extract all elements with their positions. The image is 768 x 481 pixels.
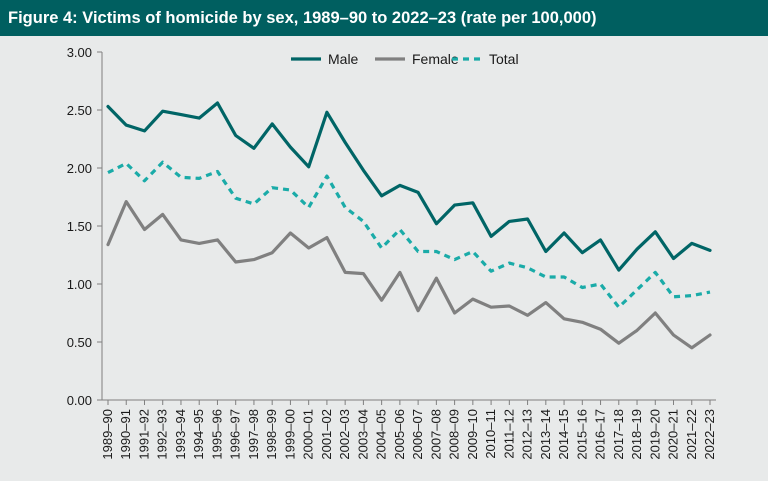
x-tick-label: 2016–17 (593, 409, 608, 460)
chart-area: 0.00 0.50 1.00 1.50 2.00 2.50 3.00 1989–90 1990–… (0, 36, 768, 481)
x-tick-label: 2022–23 (702, 409, 717, 460)
x-tick-label: 2008–09 (447, 409, 462, 460)
x-tick-label: 1999–00 (282, 409, 297, 460)
chart-title: Figure 4: Victims of homicide by sex, 19… (0, 0, 768, 36)
x-tick-label: 1994–95 (191, 409, 206, 460)
x-tick-label: 2014–15 (556, 409, 571, 460)
x-tick-label: 2001–02 (319, 409, 334, 460)
x-tick-label: 1997–98 (246, 409, 261, 460)
x-tick-label: 2018–19 (629, 409, 644, 460)
x-tick-label: 2000–01 (301, 409, 316, 460)
x-tick-label: 2019–20 (647, 409, 662, 460)
x-tick-label: 1993–94 (173, 409, 188, 460)
y-tick-label: 2.00 (67, 161, 92, 176)
x-tick-label: 2003–04 (355, 409, 370, 460)
x-tick-label: 2004–05 (374, 409, 389, 460)
x-tick-label: 1992–93 (155, 409, 170, 460)
x-tick-label: 2007–08 (428, 409, 443, 460)
y-tick-label: 1.50 (67, 219, 92, 234)
x-tick-label: 2020–21 (666, 409, 681, 460)
y-tick-label: 1.00 (67, 277, 92, 292)
series-line-female (106, 200, 712, 350)
x-tick-label: 2002–03 (337, 409, 352, 460)
x-tick-label: 2005–06 (392, 409, 407, 460)
x-tick-label: 2012–13 (520, 409, 535, 460)
x-tick-label: 1995–96 (209, 409, 224, 460)
x-tick-label: 2010–11 (483, 409, 498, 459)
legend-label-male: Male (328, 51, 359, 67)
x-tick-label: 1996–97 (228, 409, 243, 460)
series-line-total (107, 160, 711, 309)
x-tick-label: 1990–91 (118, 409, 133, 460)
series-line-male (106, 101, 712, 272)
x-tick-label: 2006–07 (410, 409, 425, 460)
x-tick-label: 1989–90 (100, 409, 115, 460)
y-tick-label: 3.00 (67, 45, 92, 60)
y-tick-label: 0.50 (67, 335, 92, 350)
x-tick-label: 1998–99 (264, 409, 279, 460)
x-tick-label: 1991–92 (136, 409, 151, 460)
x-tick-label: 2009–10 (465, 409, 480, 460)
x-tick-label: 2011–12 (501, 409, 516, 459)
x-tick-label: 2017–18 (611, 409, 626, 460)
legend-label-total: Total (489, 51, 519, 67)
y-tick-label: 0.00 (67, 393, 92, 408)
y-tick-label: 2.50 (67, 103, 92, 118)
x-tick-label: 2013–14 (538, 409, 553, 460)
legend-label-female: Female (412, 51, 459, 67)
x-tick-label: 2021–22 (684, 409, 699, 460)
line-chart: 0.00 0.50 1.00 1.50 2.00 2.50 3.00 1989–90 1990–… (67, 45, 717, 460)
x-tick-label: 2015–16 (574, 409, 589, 460)
